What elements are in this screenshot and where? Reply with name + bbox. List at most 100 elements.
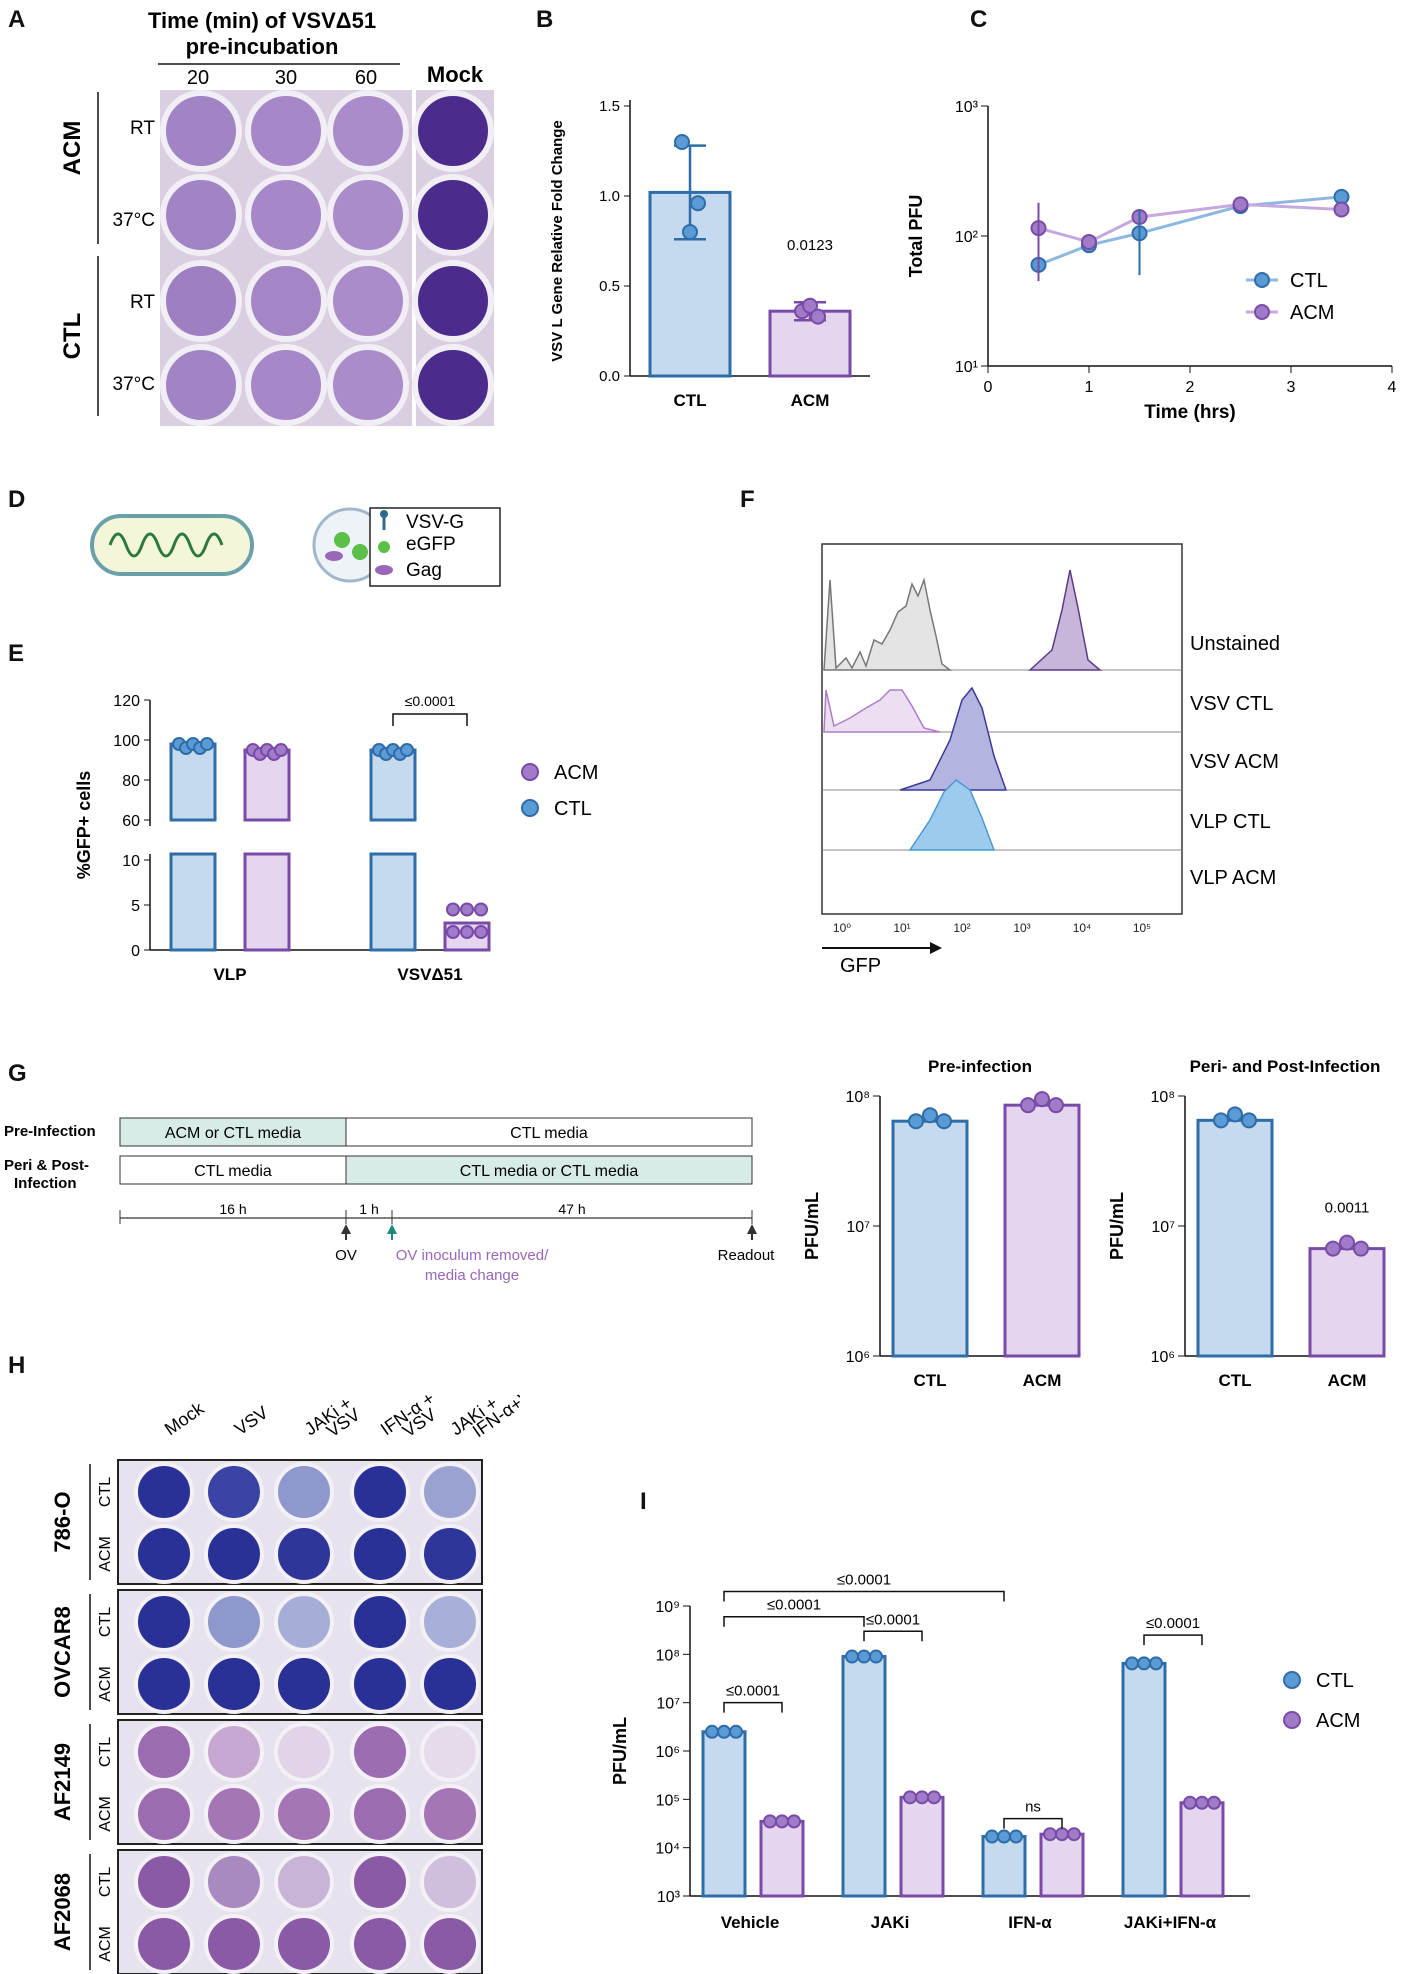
h-well (204, 1852, 264, 1912)
chart-g2-point (1353, 1240, 1369, 1257)
legend-gag: Gag (406, 560, 442, 581)
chart-g2-xtick-label: ACM (1328, 1371, 1367, 1390)
h-well (274, 1654, 334, 1714)
h-row-label: CTL (97, 1477, 114, 1507)
e-ytick-label: 5 (131, 898, 140, 915)
h-well (274, 1784, 334, 1844)
duration-1h: 1 h (359, 1201, 378, 1217)
i-bar-ctl (981, 1835, 1027, 1898)
panel-label-g: G (8, 1060, 27, 1087)
chart-g2-point (1227, 1106, 1243, 1123)
rna-coil-icon (108, 532, 224, 558)
panel-b-chart: VSV L Gene Relative Fold Change 0.0 0.5 1.0… (549, 98, 870, 410)
panel-d-diagram: VSV-G eGFP Gag (90, 507, 501, 587)
chart-g1-xtick-label: CTL (913, 1371, 946, 1390)
chart-g2-ytick-label: 10⁷ (1151, 1219, 1175, 1236)
e-bar-ctl (369, 748, 417, 822)
chart-g1-point (922, 1107, 938, 1124)
b-point (802, 297, 818, 314)
i-point (985, 1829, 999, 1844)
i-point (1183, 1795, 1197, 1810)
arrow-up-icon (747, 1224, 757, 1234)
i-point (717, 1724, 731, 1739)
hist-label-vsv-ctl: VSV CTL (1190, 693, 1273, 715)
e-ytick-label: 100 (113, 733, 140, 750)
i-annotation: ≤0.0001 (837, 1571, 891, 1588)
h-well (274, 1852, 334, 1912)
i-xtick-label: JAKi (871, 1913, 910, 1932)
box-pre-acm-label: ACM or CTL media (165, 1125, 301, 1142)
h-well (204, 1784, 264, 1844)
duration-16h: 16 h (219, 1201, 246, 1217)
i-point (857, 1649, 871, 1664)
i-point (705, 1724, 719, 1739)
h-row-label: CTL (97, 1867, 114, 1897)
f-tick: 10¹ (893, 921, 910, 935)
h-well (350, 1784, 410, 1844)
c-xtick-label: 2 (1186, 379, 1195, 396)
e-bar-ctl (169, 852, 217, 952)
h-well (134, 1852, 194, 1912)
i-bar-ctl (1121, 1661, 1167, 1898)
chart-g2-ytick-label: 10⁶ (1151, 1349, 1175, 1366)
i-legend-marker (1283, 1671, 1301, 1689)
c-legend-label: ACM (1290, 302, 1334, 324)
panel-a-row-rt-1: RT (130, 118, 155, 139)
chart-g1-point (1048, 1097, 1064, 1114)
well (412, 344, 494, 426)
h-well (274, 1462, 334, 1522)
i-sig-bracket-long (723, 1615, 865, 1627)
i-annotation: ≤0.0001 (866, 1611, 920, 1628)
i-point (1055, 1827, 1069, 1842)
e-xtick-label: VSVΔ51 (397, 965, 462, 984)
panel-label-a: A (8, 6, 26, 33)
h-col-label: Mock (161, 1398, 209, 1440)
box-pre-ctl (345, 1117, 753, 1147)
well (245, 260, 327, 342)
i-sig-bracket-long (723, 1590, 1005, 1602)
h-well (350, 1914, 410, 1974)
e-bar-ctl (169, 742, 217, 822)
hist-vlp-acm (908, 779, 996, 851)
i-point (1137, 1656, 1151, 1671)
e-ytick-label: 60 (122, 813, 140, 830)
h-well (204, 1462, 264, 1522)
arrow-up-icon (341, 1224, 351, 1234)
h-well (134, 1784, 194, 1844)
hist-vlp-ctl (899, 686, 1008, 791)
chart-g2-point (1241, 1112, 1257, 1129)
panel-label-e: E (8, 640, 25, 667)
chart-g1-ytick-label: 10⁸ (845, 1089, 870, 1106)
e-point (460, 902, 474, 917)
h-well (350, 1654, 410, 1714)
b-point (810, 308, 826, 325)
i-legend-marker (1283, 1711, 1301, 1729)
chart-g1-bar-acm (1003, 1103, 1081, 1358)
h-well (420, 1852, 480, 1912)
i-annotation: ≤0.0001 (726, 1683, 780, 1700)
c-xlabel: Time (hrs) (1144, 402, 1236, 423)
hist-label-vlp-ctl: VLP CTL (1190, 811, 1271, 833)
marker-readout: Readout (718, 1247, 776, 1264)
i-annotation: ≤0.0001 (767, 1597, 821, 1614)
i-bar-acm (1039, 1832, 1085, 1898)
e-point (200, 737, 214, 751)
panel-a-title-1: Time (min) of VSVΔ51 (148, 8, 376, 33)
e-xtick-label: VLP (213, 965, 246, 984)
c-xtick-label: 0 (984, 379, 993, 396)
panel-label-h: H (8, 1352, 26, 1379)
well (327, 174, 409, 256)
box-pre-ctl-label: CTL media (510, 1125, 588, 1142)
h-well (350, 1592, 410, 1652)
h-well (350, 1722, 410, 1782)
i-point (927, 1790, 941, 1805)
b-ytick-label: 1.0 (599, 188, 620, 205)
h-well (274, 1524, 334, 1584)
panel-c-chart: Total PFU Time (hrs) 10¹ 10² 10³ 0 1 2 3 4 CTL ACM (906, 99, 1397, 423)
h-well (134, 1462, 194, 1522)
i-point (1125, 1656, 1139, 1671)
h-cell-line: AF2068 (50, 1873, 75, 1951)
egfp-icon (334, 532, 350, 548)
well (327, 260, 409, 342)
c-ytick-label: 10² (955, 229, 979, 246)
